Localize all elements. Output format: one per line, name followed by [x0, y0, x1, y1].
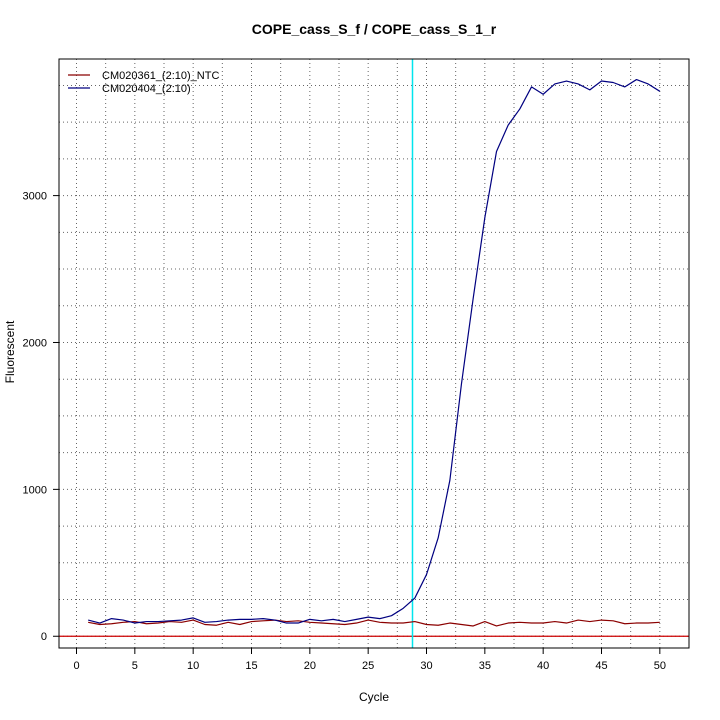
series-line-2	[88, 78, 661, 624]
plot-area-frame	[58, 58, 690, 649]
x-tick-label: 5	[132, 660, 138, 672]
x-axis-label: Cycle	[359, 690, 389, 704]
y-tick-label: 1000	[23, 484, 47, 496]
y-tick-label: 0	[41, 631, 47, 643]
x-tick-label: 50	[654, 660, 666, 672]
x-tick-label: 35	[479, 660, 491, 672]
x-tick-label: 30	[420, 660, 432, 672]
legend-entry-label: CM020404_(2:10)	[102, 83, 191, 95]
series-line-1	[88, 619, 660, 627]
y-axis-label: Fluorescent	[3, 320, 17, 383]
x-tick-label: 10	[187, 660, 199, 672]
chart-title: COPE_cass_S_f / COPE_cass_S_1_r	[252, 21, 497, 37]
grid-lines	[59, 59, 689, 648]
y-axis: 0 1000 2000 3000	[23, 191, 59, 643]
x-tick-label: 0	[73, 660, 79, 672]
x-tick-label: 15	[245, 660, 257, 672]
x-tick-label: 40	[537, 660, 549, 672]
reference-lines	[59, 59, 689, 648]
x-tick-label: 25	[362, 660, 374, 672]
y-tick-label: 2000	[23, 337, 47, 349]
legend-entry-label: CM020361_(2:10)_NTC	[102, 70, 219, 82]
x-tick-label: 20	[304, 660, 316, 672]
x-tick-label: 45	[595, 660, 607, 672]
x-axis: 0 5 10 15 20 25 30 35 40 45 50	[73, 648, 666, 672]
series-lines	[88, 78, 661, 627]
y-tick-label: 3000	[23, 191, 47, 203]
